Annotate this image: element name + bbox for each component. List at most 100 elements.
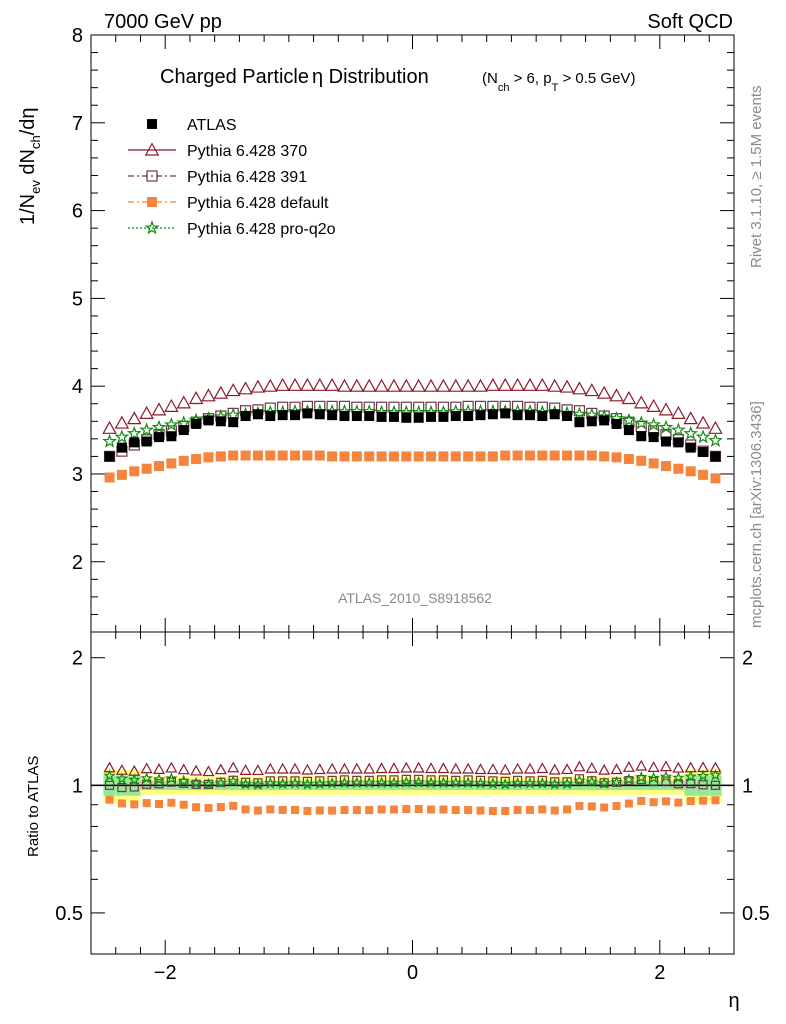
ratio-point [573, 760, 586, 772]
ratio-point [414, 805, 423, 814]
mcplots-label: mcplots.cern.ch [arXiv:1306.3436] [748, 401, 765, 628]
ratio-point [303, 806, 312, 815]
ratio-point [709, 768, 722, 781]
ratio-point [500, 776, 510, 786]
y-tick-label: 7 [72, 113, 83, 135]
data-point [685, 466, 696, 477]
data-point [413, 401, 425, 413]
data-point [621, 412, 637, 427]
ratio-point [573, 774, 586, 787]
data-point [265, 450, 276, 461]
data-point [238, 381, 253, 395]
ratio-ylabel: Ratio to ATLAS [25, 756, 42, 857]
data-point [287, 377, 303, 391]
ratio-point [155, 800, 164, 809]
ratio-tick-label-left: 2 [72, 648, 83, 670]
ratio-point [412, 761, 425, 773]
data-point [376, 451, 387, 462]
data-point [225, 383, 241, 397]
data-point [327, 410, 338, 421]
ratio-point [488, 776, 498, 786]
ratio-point [389, 775, 399, 785]
data-point [413, 412, 424, 423]
ratio-point [387, 762, 400, 774]
data-point [698, 469, 709, 480]
axis-ticks [90, 34, 735, 955]
ratio-point [227, 761, 240, 773]
ratio-point [142, 799, 151, 808]
data-point [178, 425, 189, 436]
ratio-point [375, 762, 388, 774]
ratio-point [264, 776, 277, 789]
data-point [188, 390, 204, 405]
ratio-point [315, 776, 325, 786]
ratio-point [698, 780, 708, 790]
ratio-point [288, 776, 302, 789]
data-point [166, 458, 177, 469]
legend-entry: Pythia 6.428 pro-q2o [128, 220, 336, 238]
data-point [549, 409, 560, 420]
data-point [685, 442, 696, 453]
data-point [658, 419, 674, 434]
y-tick-label: 6 [72, 201, 83, 223]
data-point [411, 378, 426, 392]
data-point [240, 450, 251, 461]
ratio-point [352, 806, 361, 815]
ratio-point [214, 776, 228, 789]
ratio-point [154, 779, 164, 789]
ratio-point [499, 763, 512, 775]
data-point [450, 411, 461, 422]
data-point [290, 410, 301, 421]
ratio-point [165, 771, 178, 784]
data-point [438, 411, 449, 422]
data-point [621, 390, 637, 405]
ratio-point [696, 769, 710, 782]
ratio-point [476, 806, 485, 815]
data-point [337, 378, 352, 392]
data-point [599, 451, 610, 462]
legend-label: ATLAS [187, 117, 237, 134]
data-point [191, 454, 202, 465]
data-point [586, 450, 597, 461]
data-point [485, 377, 501, 391]
data-point [141, 463, 152, 474]
ratio-point [179, 800, 188, 809]
ratio-point [598, 763, 611, 775]
ratio-point [377, 805, 386, 814]
ratio-point [278, 805, 287, 814]
ratio-point [511, 762, 524, 774]
ratio-point [289, 762, 302, 774]
ratio-point [474, 776, 487, 789]
data-point [351, 451, 362, 462]
ratio-point [475, 775, 486, 785]
data-point [386, 378, 402, 392]
x-tick-label: 2 [654, 962, 665, 984]
data-point [522, 377, 538, 391]
ratio-point [437, 776, 450, 789]
data-point [252, 409, 263, 420]
ratio-point [424, 776, 438, 789]
ratio-point [538, 805, 547, 814]
data-point [312, 377, 328, 391]
data-point [512, 410, 523, 421]
ratio-point [165, 761, 178, 773]
ratio-point [328, 806, 337, 815]
data-point [708, 432, 723, 447]
data-point [401, 451, 412, 462]
ratio-point [325, 776, 339, 789]
data-point [673, 463, 684, 474]
data-point [710, 473, 721, 484]
ratio-point [610, 763, 623, 775]
ratio-point [239, 764, 252, 775]
ratio-point [241, 805, 250, 814]
data-point [164, 398, 179, 412]
ratio-point [560, 777, 574, 790]
data-point [611, 418, 622, 429]
legend-entry: Pythia 6.428 391 [128, 169, 307, 186]
data-point [609, 388, 624, 402]
y-tick-label: 3 [72, 464, 83, 486]
data-point [129, 437, 140, 448]
data-point [361, 378, 377, 392]
ratio-point [438, 775, 449, 785]
data-point [228, 417, 239, 428]
